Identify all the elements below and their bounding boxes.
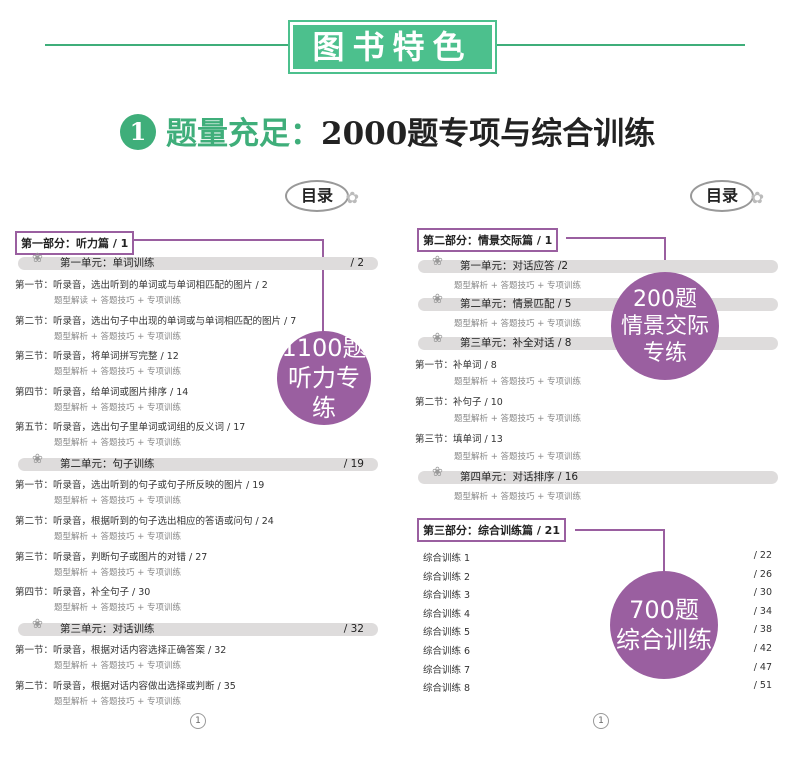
listening-count-badge: 1100题 听力专练: [277, 331, 371, 425]
unit-heading: ❀ 第三单元：补全对话 / 8: [418, 332, 778, 350]
part-two-heading: 第二部分：情景交际篇 / 1: [417, 228, 559, 252]
unit-title: 第三单元：补全对话 / 8: [460, 337, 572, 349]
practice-entry: 综合训练 3: [423, 590, 471, 602]
badge-line: 200题: [633, 286, 697, 312]
comprehensive-count-badge: 700题 综合训练: [610, 571, 718, 679]
practice-page: / 42: [753, 643, 772, 654]
bug-icon: ❀: [432, 465, 443, 480]
situational-count-badge: 200题 情景交际 专练: [611, 272, 719, 380]
unit-heading: ❀ 第四单元：对话排序 / 16: [418, 466, 778, 484]
unit-heading: ❀ 第二单元：情景匹配 / 5: [418, 293, 778, 311]
badge-line: 700题: [629, 596, 699, 624]
section-description: 题型解析 + 答题技巧 + 专项训练: [54, 661, 182, 671]
unit-heading: ❀ 第三单元：对话训练 / 32: [18, 618, 378, 636]
unit-page: / 19: [343, 458, 364, 470]
feature-highlight: 题量充足：: [166, 116, 321, 152]
toc-label-left: 目录: [285, 180, 359, 212]
bug-icon: ❀: [32, 251, 43, 266]
badge-line: 综合训练: [616, 626, 712, 654]
badge-line: 听力专练: [288, 364, 360, 422]
section-entry: 第五节：听录音，选出句子里单词或词组的反义词 / 17: [15, 422, 246, 433]
section-description: 题型解析 + 答题技巧 + 专项训练: [454, 377, 582, 387]
section-description: 题型解析 + 答题技巧 + 专项训练: [454, 452, 582, 462]
unit-heading: ❀ 第一单元：对话应答 /2: [418, 255, 778, 273]
section-description: 题型解析 + 答题技巧 + 专项训练: [54, 697, 182, 707]
unit-title: 第二单元：情景匹配 / 5: [460, 298, 572, 310]
part-one-heading: 第一部分：听力篇 / 1: [15, 231, 135, 255]
section-entry: 第二节：听录音，选出句子中出现的单词或与单词相匹配的图片 / 7: [15, 316, 297, 327]
practice-page: / 26: [753, 568, 772, 580]
practice-page: / 30: [753, 587, 772, 599]
section-entry: 第三节：听录音，判断句子或图片的对错 / 27: [15, 552, 208, 563]
page-number-right: 1: [593, 713, 609, 729]
section-description: 题型解析 + 答题技巧 + 专项训练: [54, 332, 182, 342]
section-entry: 第二节：补句子 / 10: [415, 397, 503, 408]
bug-icon: ❀: [32, 617, 43, 632]
unit-title: 第四单元：对话排序 / 16: [460, 471, 579, 483]
section-entry: 第一节：听录音，选出听到的单词或与单词相匹配的图片 / 2: [15, 280, 268, 291]
practice-entry: 综合训练 8: [423, 683, 471, 695]
connector-line: [663, 529, 665, 574]
bug-icon: ❀: [432, 254, 443, 269]
connector-line: [575, 529, 665, 531]
unit-title: 第三单元：对话训练: [60, 623, 155, 635]
section-description: 题型解析 + 答题技巧 + 专项训练: [54, 496, 182, 506]
feature-title: 1 题量充足：2000题专项与综合训练: [120, 108, 655, 153]
practice-entry: 综合训练 6: [423, 646, 471, 657]
section-description: 题型解析 + 答题技巧 + 专项训练: [54, 568, 182, 578]
section-description: 题型解析 + 答题技巧 + 专项训练: [454, 281, 582, 291]
section-entry: 第一节：补单词 / 8: [415, 360, 497, 371]
section-entry: 第三节：填单词 / 13: [415, 434, 503, 445]
practice-page: / 38: [753, 624, 772, 636]
section-entry: 第四节：听录音，补全句子 / 30: [15, 587, 151, 598]
practice-entry: 综合训练 7: [423, 664, 471, 676]
section-description: 题型解析 + 答题技巧 + 专项训练: [454, 319, 582, 329]
badge-line: 1100题: [281, 334, 367, 362]
unit-title: 第一单元：单词训练: [60, 257, 155, 269]
page-number-left: 1: [190, 713, 206, 729]
toc-label-right: 目录: [690, 180, 764, 212]
practice-entry: 综合训练 4: [423, 608, 471, 620]
practice-page: / 51: [753, 680, 772, 692]
section-entry: 第二节：听录音，根据对话内容做出选择或判断 / 35: [15, 681, 236, 692]
practice-entry: 综合训练 1: [423, 553, 471, 564]
bug-icon: ❀: [432, 331, 443, 346]
practice-page: / 47: [753, 661, 772, 673]
section-entry: 第一节：听录音，根据对话内容选择正确答案 / 32: [15, 645, 227, 656]
part-three-heading: 第三部分：综合训练篇 / 21: [417, 518, 566, 542]
section-entry: 第一节：听录音，选出听到的句子或句子所反映的图片 / 19: [15, 480, 265, 491]
section-description: 题型解析 + 答题技巧 + 专项训练: [54, 532, 182, 542]
section-entry: 第四节：听录音，给单词或图片排序 / 14: [15, 387, 189, 398]
section-description: 题型解析 + 答题技巧 + 专项训练: [454, 414, 582, 424]
practice-entry: 综合训练 2: [423, 571, 471, 583]
section-entry: 第二节：听录音，根据听到的句子选出相应的答语或问句 / 24: [15, 516, 274, 527]
section-description: 题型解析 + 答题技巧 + 专项训练: [54, 438, 182, 448]
badge-line: 情景交际: [620, 313, 709, 339]
bug-icon: ❀: [432, 292, 443, 307]
unit-page: / 2: [350, 257, 364, 269]
unit-heading: ❀ 第一单元：单词训练 / 2: [18, 252, 378, 270]
connector-line: [134, 239, 324, 241]
section-description: 题型解析 + 答题技巧 + 专项训练: [54, 403, 182, 413]
unit-title: 第一单元：对话应答 /2: [460, 260, 569, 272]
unit-page: / 32: [343, 623, 364, 635]
practice-entry: 综合训练 5: [423, 627, 471, 639]
section-description: 题型解析 + 答题技巧 + 专项训练: [54, 603, 182, 613]
practice-page: / 34: [753, 605, 772, 617]
badge-line: 专练: [642, 340, 687, 366]
feature-banner: 图书特色: [288, 20, 497, 74]
unit-title: 第二单元：句子训练: [60, 458, 155, 470]
unit-heading: ❀ 第二单元：句子训练 / 19: [18, 453, 378, 471]
section-description: 题型解析 + 答题技巧 + 专项训练: [454, 492, 582, 502]
feature-number: 1: [120, 114, 156, 150]
connector-line: [322, 239, 324, 334]
practice-page: / 22: [753, 550, 772, 561]
connector-line: [664, 237, 666, 277]
bug-icon: ❀: [32, 452, 43, 467]
section-description: 题型解析 + 答题技巧 + 专项训练: [54, 367, 182, 377]
section-description: 题型解读 + 答题技巧 + 专项训练: [54, 296, 182, 306]
feature-heading: 2000题专项与综合训练: [321, 116, 656, 152]
connector-line: [566, 237, 666, 239]
section-entry: 第三节：听录音，将单词拼写完整 / 12: [15, 351, 179, 362]
